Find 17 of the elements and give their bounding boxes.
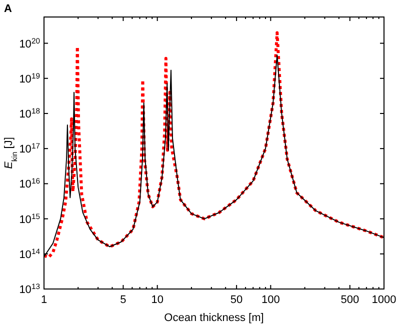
- x-tick-label: 50: [230, 294, 243, 306]
- y-tick-label: 10$^{16}$: [19, 176, 40, 191]
- x-tick-label: 500: [340, 294, 360, 306]
- y-tick-label: 10$^{18}$: [19, 106, 40, 120]
- x-tick-label: 10: [151, 294, 164, 306]
- y-tick-label: 10$^{19}$: [19, 70, 40, 86]
- y-tick-label: 10$^{20}$: [19, 36, 40, 50]
- x-tick-label: 100: [261, 294, 280, 306]
- chart-title: A: [4, 3, 12, 15]
- y-tick-label: 10$^{17}$: [19, 141, 40, 156]
- y-tick-label: 10$^{13}$: [19, 282, 40, 296]
- y-tick-label: 10$^{14}$: [19, 246, 41, 261]
- x-tick-label: 1: [40, 294, 48, 306]
- x-tick-label: 1000: [372, 294, 396, 306]
- y-tick-label: 10$^{15}$: [19, 211, 40, 226]
- x-tick-label: 5: [120, 294, 126, 306]
- x-axis-title: Ocean thickness [m]: [164, 312, 264, 324]
